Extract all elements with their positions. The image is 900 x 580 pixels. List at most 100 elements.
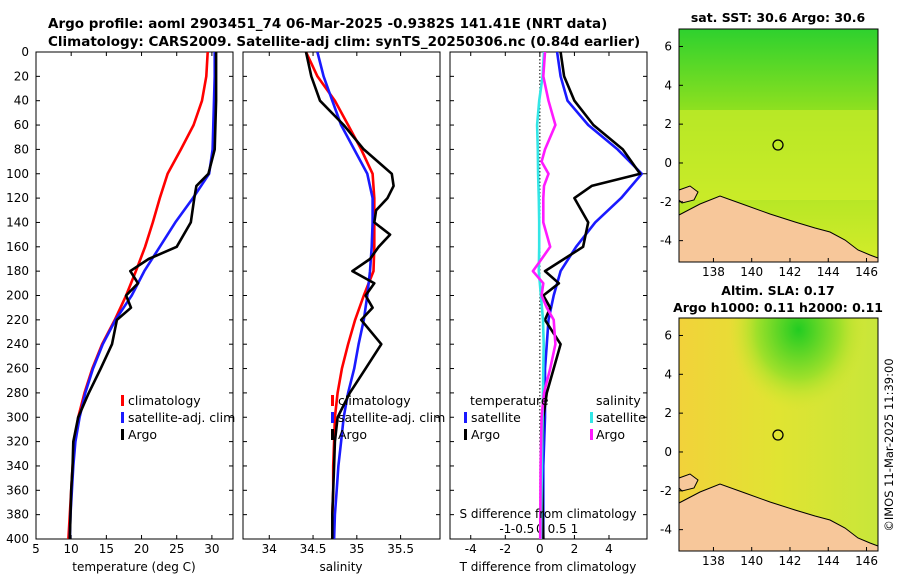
legend-label-satellite: satellite-adj. clim: [128, 410, 235, 425]
map-lat-label: 6: [664, 39, 672, 53]
x-tick-label: -2: [499, 542, 511, 556]
legend-label-argo: Argo: [128, 427, 157, 442]
depth-tick-label: 400: [6, 532, 29, 546]
salinity-axes: 34 34.5 35 35.5: [243, 51, 440, 556]
legend-swatch-satellite: [121, 412, 124, 423]
salinity-panel: [242, 51, 441, 540]
legend-swatch-climatology: [121, 395, 124, 406]
map-lat-label: -2: [660, 484, 672, 498]
x-top-tick-label: -0.5: [511, 522, 534, 536]
temperature-panel: [35, 51, 234, 540]
depth-tick-label: 300: [6, 410, 29, 424]
legend-swatch-argo: [121, 429, 124, 440]
x-tick-label: 5: [32, 542, 40, 556]
depth-tick-label: 0: [21, 45, 29, 59]
map-lon-label: 146: [855, 554, 878, 568]
depth-tick-labels: 0 20 40 60 80 100 120 140 160 180 200 220 240 260 280 3…: [6, 45, 29, 546]
depth-tick-label: 100: [6, 167, 29, 181]
map-lat-label: 6: [664, 328, 672, 342]
depth-tick-label: 360: [6, 483, 29, 497]
map-lat-label: -4: [660, 523, 672, 537]
map-lon-label: 142: [779, 554, 802, 568]
series-line-argo: [304, 52, 395, 539]
legend-swatch-t-argo: [464, 429, 467, 440]
depth-tick-label: 220: [6, 313, 29, 327]
x-top-tick-label: -1: [499, 522, 511, 536]
map-lat-label: 2: [664, 117, 672, 131]
map-lat-label: -4: [660, 234, 672, 248]
temperature-axes: 5 10 15 20 25 30: [32, 51, 233, 556]
map-lat-label: 4: [664, 78, 672, 92]
legend-label-climatology: climatology: [128, 393, 201, 408]
depth-tick-label: 200: [6, 289, 29, 303]
x-tick-label: 20: [134, 542, 149, 556]
depth-tick-label: 60: [14, 118, 29, 132]
x-tick-label: 2: [571, 542, 579, 556]
legend-label-s-argo: Argo: [596, 427, 625, 442]
map-sst-ticks: 138 140 142 144 146 6 4 2 0 -2 -4: [660, 39, 878, 279]
x-top-tick-label: 1: [571, 522, 579, 536]
legend-swatch-satellite: [331, 412, 334, 423]
map-sla-subtitle: Argo h1000: 0.11 h2000: 0.11: [673, 300, 883, 315]
credit-text: ©IMOS 11-Mar-2025 11:39:00: [882, 358, 896, 531]
depth-tick-label: 320: [6, 435, 29, 449]
temperature-xlabel: temperature (deg C): [72, 560, 195, 574]
x-tick-label: 10: [64, 542, 79, 556]
series-line-temperature-argo: [540, 52, 642, 539]
map-sst-title: sat. SST: 30.6 Argo: 30.6: [691, 10, 866, 25]
map-lat-label: 0: [664, 445, 672, 459]
depth-tick-label: 80: [14, 142, 29, 156]
x-tick-label: 15: [99, 542, 114, 556]
depth-tick-label: 280: [6, 386, 29, 400]
header-line1: Argo profile: aoml 2903451_74 06-Mar-202…: [48, 16, 607, 32]
map-lon-label: 140: [740, 554, 763, 568]
x-tick-label: 30: [204, 542, 219, 556]
map-lat-label: 4: [664, 367, 672, 381]
x-tick-label: 35.5: [387, 542, 414, 556]
depth-tick-label: 120: [6, 191, 29, 205]
legend-label-satellite: satellite-adj. clim: [338, 410, 445, 425]
x-tick-label: 34.5: [300, 542, 327, 556]
map-lon-label: 140: [740, 265, 763, 279]
x-tick-label: 4: [605, 542, 613, 556]
map-lat-label: 2: [664, 406, 672, 420]
legend-swatch-s-argo: [590, 429, 593, 440]
map-lon-label: 142: [779, 265, 802, 279]
series-line-satellite-adj-clim: [316, 52, 374, 539]
map-lon-label: 138: [702, 554, 725, 568]
difference-panel: [449, 51, 648, 540]
depth-tick-label: 140: [6, 215, 29, 229]
depth-tick-label: 40: [14, 94, 29, 108]
temperature-legend: climatology satellite-adj. clim Argo: [121, 393, 235, 442]
x-top-tick-label: 0.5: [548, 522, 567, 536]
legend-swatch-argo: [331, 429, 334, 440]
header-line2: Climatology: CARS2009. Satellite-adj cli…: [48, 34, 640, 50]
map-lat-label: -2: [660, 195, 672, 209]
map-sla-frame: [678, 317, 879, 552]
depth-tick-label: 160: [6, 240, 29, 254]
series-line-argo: [68, 52, 218, 539]
legend-swatch-climatology: [331, 395, 334, 406]
legend-label-t-argo: Argo: [471, 427, 500, 442]
difference-top-xlabel: S difference from climatology: [460, 507, 637, 521]
legend-group-temperature: temperature: [470, 393, 549, 408]
map-sla-ticks: 138 140 142 144 146 6 4 2 0 -2 -4: [660, 328, 878, 568]
depth-tick-label: 260: [6, 362, 29, 376]
legend-swatch-s-satellite: [590, 412, 593, 423]
map-sla: [678, 317, 879, 552]
series-line-salinity-argo: [531, 52, 557, 539]
legend-swatch-t-satellite: [464, 412, 467, 423]
map-lon-label: 144: [817, 265, 840, 279]
salinity-lines: [304, 52, 395, 539]
map-lon-label: 138: [702, 265, 725, 279]
temperature-lines: [67, 52, 218, 539]
x-tick-label: 25: [169, 542, 184, 556]
map-sla-title: Altim. SLA: 0.17: [721, 283, 834, 298]
difference-xlabel: T difference from climatology: [459, 560, 637, 574]
depth-tick-label: 380: [6, 508, 29, 522]
map-sla-argo-marker: [772, 429, 784, 441]
legend-label-t-satellite: satellite: [471, 410, 521, 425]
depth-tick-label: 340: [6, 459, 29, 473]
map-sst-frame: [678, 28, 879, 263]
